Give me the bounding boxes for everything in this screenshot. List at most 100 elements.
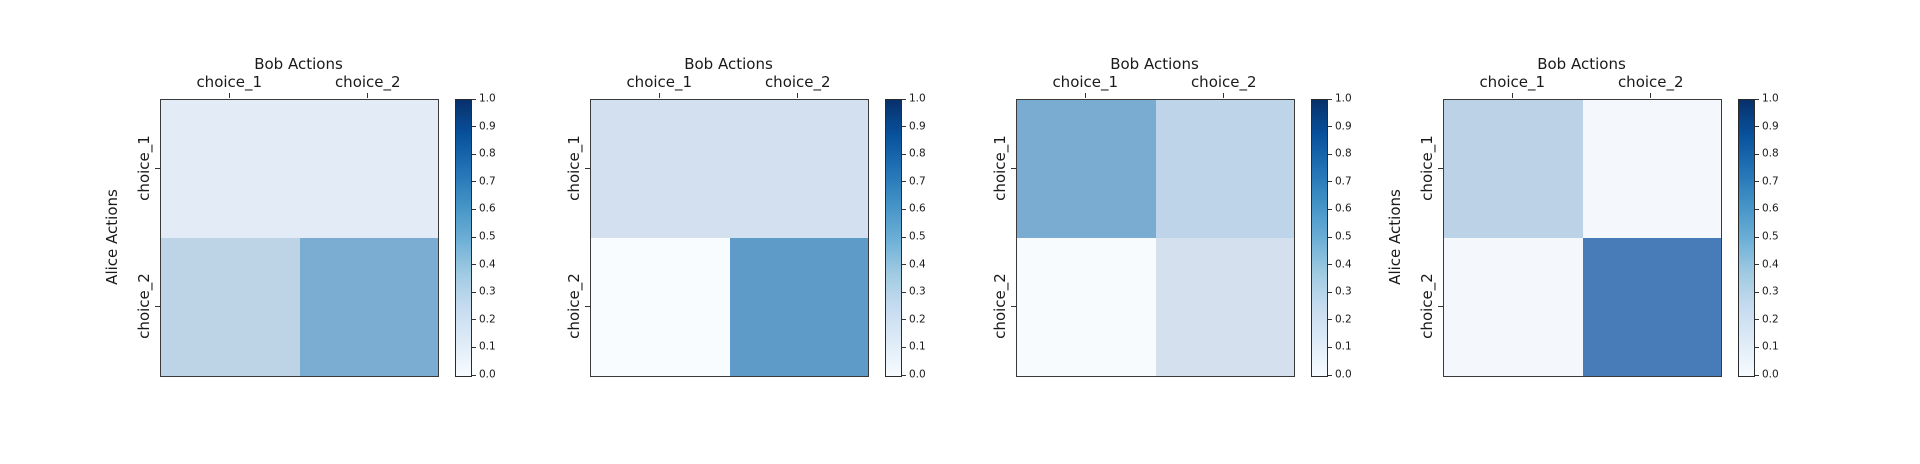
colorbar-tick-mark xyxy=(472,236,476,238)
colorbar-tick-mark xyxy=(1755,264,1759,266)
colorbar-tick-label: 0.5 xyxy=(479,230,496,243)
colorbar-tick-mark xyxy=(902,153,906,155)
y-tick-label: choice_1 xyxy=(991,135,1009,201)
y-tick-label: choice_2 xyxy=(565,273,583,339)
heatmap-grid xyxy=(160,99,439,377)
colorbar xyxy=(885,99,902,377)
colorbar-tick-mark xyxy=(902,98,906,100)
x-axis-title: Bob Actions xyxy=(684,55,773,73)
colorbar-tick-label: 0.6 xyxy=(479,202,496,215)
colorbar-tick-mark xyxy=(1755,374,1759,376)
colorbar-tick-mark xyxy=(902,319,906,321)
heatmap-panel: Bob Actions choice_1 choice_2 Alice Actions… xyxy=(1378,0,1790,464)
heatmap-cell xyxy=(591,238,730,376)
x-tick-mark xyxy=(1223,93,1225,98)
colorbar-tick-label: 0.2 xyxy=(479,313,496,326)
colorbar-tick-mark xyxy=(1755,98,1759,100)
colorbar-tick-mark xyxy=(902,236,906,238)
colorbar-tick-label: 0.6 xyxy=(909,202,926,215)
heatmap-cell xyxy=(729,100,868,238)
colorbar-tick-label: 0.1 xyxy=(1762,340,1779,353)
colorbar-tick-label: 0.9 xyxy=(479,120,496,133)
colorbar-tick-mark xyxy=(472,126,476,128)
x-tick-label: choice_1 xyxy=(196,73,263,91)
colorbar-tick-label: 0.4 xyxy=(1762,258,1779,271)
colorbar-tick-mark xyxy=(902,181,906,183)
heatmap-panel: Bob Actions choice_1 choice_2 Alice Actions… xyxy=(95,0,507,464)
colorbar-tick-label: 0.6 xyxy=(1762,202,1779,215)
colorbar-tick-label: 0.1 xyxy=(479,340,496,353)
colorbar-tick-label: 0.7 xyxy=(479,175,496,188)
colorbar-tick-mark xyxy=(1755,181,1759,183)
colorbar-tick-label: 1.0 xyxy=(1335,92,1352,105)
colorbar-tick-label: 0.5 xyxy=(909,230,926,243)
x-tick-label: choice_2 xyxy=(764,73,831,91)
colorbar-tick-mark xyxy=(1328,153,1332,155)
colorbar-tick-label: 0.1 xyxy=(909,340,926,353)
heatmap-panel: Bob Actions choice_1 choice_2 choice_1 choic… xyxy=(951,0,1363,464)
heatmap-cell xyxy=(1582,238,1721,376)
colorbar-tick-label: 0.8 xyxy=(479,147,496,160)
colorbar-tick-mark xyxy=(472,291,476,293)
heatmap-cell xyxy=(1444,238,1583,376)
x-tick-label: choice_1 xyxy=(626,73,693,91)
colorbar-tick-mark xyxy=(472,346,476,348)
colorbar-tick-mark xyxy=(472,181,476,183)
colorbar xyxy=(1311,99,1328,377)
colorbar-tick-mark xyxy=(1755,236,1759,238)
colorbar-tick-label: 0.3 xyxy=(1335,285,1352,298)
colorbar-tick-mark xyxy=(1755,126,1759,128)
colorbar-tick-label: 0.9 xyxy=(909,120,926,133)
y-tick-mark xyxy=(155,167,160,169)
heatmap-cell xyxy=(161,100,300,238)
colorbar-tick-mark xyxy=(1755,208,1759,210)
colorbar-tick-label: 0.4 xyxy=(909,258,926,271)
heatmap-cell xyxy=(1582,100,1721,238)
x-tick-label: choice_1 xyxy=(1052,73,1119,91)
colorbar-tick-mark xyxy=(1755,319,1759,321)
colorbar-tick-mark xyxy=(902,208,906,210)
colorbar-tick-mark xyxy=(1755,153,1759,155)
colorbar-tick-label: 0.5 xyxy=(1762,230,1779,243)
y-tick-label: choice_2 xyxy=(1418,273,1436,339)
colorbar-tick-mark xyxy=(1328,181,1332,183)
colorbar-tick-mark xyxy=(472,319,476,321)
colorbar-tick-mark xyxy=(1328,236,1332,238)
heatmap-cell xyxy=(1155,100,1294,238)
colorbar-tick-label: 0.0 xyxy=(1335,368,1352,381)
colorbar-tick-mark xyxy=(1328,126,1332,128)
colorbar-tick-mark xyxy=(472,264,476,266)
x-tick-mark xyxy=(658,93,660,98)
heatmap-grid xyxy=(1443,99,1722,377)
x-axis-title: Bob Actions xyxy=(254,55,343,73)
x-tick-label: choice_2 xyxy=(1190,73,1257,91)
x-axis-title: Bob Actions xyxy=(1537,55,1626,73)
colorbar-tick-label: 0.8 xyxy=(1762,147,1779,160)
x-tick-mark xyxy=(228,93,230,98)
colorbar-tick-label: 1.0 xyxy=(909,92,926,105)
colorbar-tick-mark xyxy=(472,374,476,376)
colorbar-tick-label: 0.2 xyxy=(909,313,926,326)
x-tick-mark xyxy=(367,93,369,98)
y-tick-mark xyxy=(1011,167,1016,169)
colorbar-tick-mark xyxy=(1328,374,1332,376)
heatmap-cell xyxy=(1444,100,1583,238)
colorbar-tick-label: 0.4 xyxy=(479,258,496,271)
colorbar-tick-label: 0.3 xyxy=(1762,285,1779,298)
x-tick-label: choice_1 xyxy=(1479,73,1546,91)
colorbar-tick-label: 0.6 xyxy=(1335,202,1352,215)
colorbar-tick-mark xyxy=(1328,264,1332,266)
y-axis-label: Alice Actions xyxy=(1386,189,1404,285)
heatmap-grid xyxy=(590,99,869,377)
y-tick-label: choice_2 xyxy=(135,273,153,339)
colorbar-tick-label: 0.7 xyxy=(909,175,926,188)
x-tick-mark xyxy=(1084,93,1086,98)
heatmap-cell xyxy=(299,238,438,376)
heatmap-cell xyxy=(591,100,730,238)
y-tick-mark xyxy=(155,305,160,307)
colorbar-tick-label: 1.0 xyxy=(479,92,496,105)
colorbar xyxy=(1738,99,1755,377)
colorbar-tick-mark xyxy=(1755,346,1759,348)
colorbar-tick-mark xyxy=(472,98,476,100)
